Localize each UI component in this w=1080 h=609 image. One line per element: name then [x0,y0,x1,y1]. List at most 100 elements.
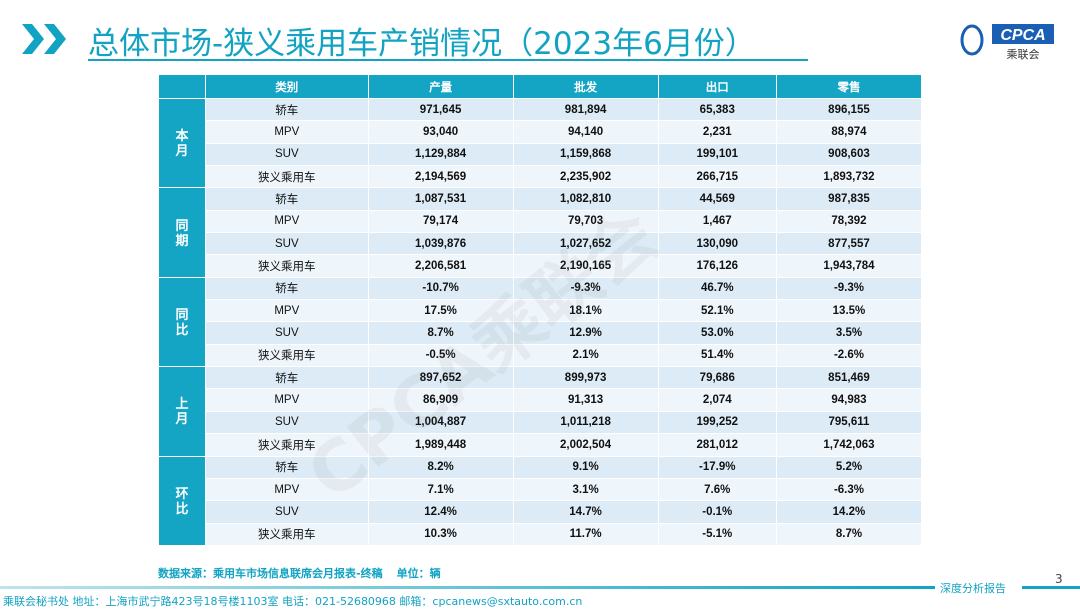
category-cell: 狭义乘用车 [205,343,369,368]
table-row: 环比轿车 8.2% 9.1% -17.9% 5.2% [158,455,923,546]
value-cell: 795,611 [775,410,923,435]
title-underline [88,59,808,61]
value-cell: 877,557 [775,232,923,256]
column-header: 零售 [775,74,923,99]
value-cell: 13.5% [775,299,923,323]
value-cell: 7.6% [657,477,777,502]
value-cell: 1,893,732 [775,165,923,189]
value-cell: 2,206,581 [367,254,514,278]
category-cell: MPV [205,477,369,502]
category-cell: 轿车 [205,366,369,390]
value-cell: 2,190,165 [512,254,659,278]
value-cell: 2,194,569 [367,165,514,189]
value-cell: -9.3% [512,276,659,301]
value-cell: 3.1% [512,477,659,502]
value-cell: -6.3% [775,477,923,502]
column-header: 产量 [367,74,514,99]
group-label: 同期 [158,187,206,278]
table-row: SUV 12.4% 14.7% -0.1% 14.2% [159,500,923,524]
value-cell: 899,973 [512,366,659,390]
value-cell: 14.7% [512,500,659,524]
value-cell: 2,235,902 [512,165,659,189]
value-cell: 1,027,652 [512,232,659,256]
group-label: 上月 [158,366,206,457]
value-cell: 18.1% [512,299,659,323]
value-cell: 10.3% [367,522,514,546]
value-cell: 88,974 [775,120,923,144]
value-cell: 896,155 [775,97,923,122]
table-row: 同比轿车 -10.7% -9.3% 46.7% -9.3% [158,276,923,368]
value-cell: 281,012 [657,433,777,457]
category-cell: 轿车 [205,187,369,211]
table-row: SUV 1,039,876 1,027,652 130,090 877,557 [159,232,923,256]
table-row: MPV 93,040 94,140 2,231 88,974 [159,120,923,144]
value-cell: 46.7% [657,276,777,301]
footer-contact: 乘联会秘书处 地址：上海市武宁路423号18号楼1103室 电话：021-526… [3,595,583,608]
value-cell: 908,603 [775,142,923,167]
column-header: 批发 [512,74,659,99]
table-row: 同期轿车 1,087,531 1,082,810 44,569 987,835 [158,187,923,278]
table-row: SUV 8.7% 12.9% 53.0% 3.5% [159,321,923,345]
value-cell: 79,174 [367,209,514,234]
value-cell: 8.7% [367,321,514,345]
source-text: 数据来源：乘用车市场信息联席会月报表-终稿 [158,567,383,580]
group-label: 环比 [158,455,206,546]
category-cell: 狭义乘用车 [205,254,369,278]
table-row: 狭义乘用车 10.3% 11.7% -5.1% 8.7% [159,522,923,546]
value-cell: 266,715 [657,165,777,189]
table-row: 狭义乘用车 2,194,569 2,235,902 266,715 1,893,732 [159,165,923,189]
value-cell: 5.2% [775,455,923,479]
value-cell: 11.7% [512,522,659,546]
table-row: 狭义乘用车 -0.5% 2.1% 51.4% -2.6% [159,343,923,368]
category-cell: MPV [205,388,369,412]
table-row: MPV 7.1% 3.1% 7.6% -6.3% [159,477,923,502]
value-cell: 78,392 [775,209,923,234]
value-cell: 53.0% [657,321,777,345]
group-label: 本月 [158,97,206,189]
page-title: 总体市场-狭义乘用车产销情况（2023年6月份） [88,26,756,62]
table-row: 狭义乘用车 2,206,581 2,190,165 176,126 1,943,784 [159,254,923,278]
value-cell: -10.7% [367,276,514,301]
column-header: 类别 [205,74,369,99]
unit-text: 单位：辆 [396,567,441,580]
footer-divider-right [1022,586,1080,589]
group-label: 同比 [158,276,206,368]
value-cell: 12.4% [367,500,514,524]
value-cell: 1,742,063 [775,433,923,457]
category-cell: 轿车 [205,455,369,479]
column-header: 出口 [657,74,777,99]
category-cell: SUV [205,410,369,435]
value-cell: 79,686 [657,366,777,390]
value-cell: -0.5% [367,343,514,368]
value-cell: 94,983 [775,388,923,412]
value-cell: 52.1% [657,299,777,323]
svg-text:CPCA: CPCA [1000,27,1045,44]
category-cell: 狭义乘用车 [205,433,369,457]
value-cell: -9.3% [775,276,923,301]
value-cell: 199,101 [657,142,777,167]
svg-text:乘联会: 乘联会 [1007,48,1040,61]
sales-table: 类别 产量 批发 出口 零售 本月轿车 971,645 981,894 65,383 896,1… [158,74,923,546]
value-cell: 1,004,887 [367,410,514,435]
table-row: 狭义乘用车 1,989,448 2,002,504 281,012 1,742,063 [159,433,923,457]
value-cell: 44,569 [657,187,777,211]
value-cell: 65,383 [657,97,777,122]
table-row: SUV 1,129,884 1,159,868 199,101 908,603 [159,142,923,167]
value-cell: 14.2% [775,500,923,524]
category-cell: SUV [205,142,369,167]
value-cell: 1,087,531 [367,187,514,211]
value-cell: 1,943,784 [775,254,923,278]
value-cell: 2,002,504 [512,433,659,457]
category-cell: MPV [205,299,369,323]
category-cell: SUV [205,232,369,256]
table-row: MPV 86,909 91,313 2,074 94,983 [159,388,923,412]
value-cell: 86,909 [367,388,514,412]
chevron-double-right-icon [22,24,66,54]
value-cell: 176,126 [657,254,777,278]
value-cell: 91,313 [512,388,659,412]
value-cell: 1,129,884 [367,142,514,167]
category-cell: MPV [205,120,369,144]
value-cell: 851,469 [775,366,923,390]
table-row: 上月轿车 897,652 899,973 79,686 851,469 [158,366,923,457]
report-tag: 深度分析报告 [940,582,1006,595]
